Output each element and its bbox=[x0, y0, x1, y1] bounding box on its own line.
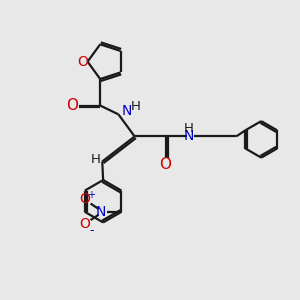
Text: O: O bbox=[160, 157, 172, 172]
Text: O: O bbox=[79, 217, 90, 231]
Text: O: O bbox=[67, 98, 79, 113]
Text: H: H bbox=[130, 100, 140, 112]
Text: O: O bbox=[77, 55, 88, 69]
Text: +: + bbox=[88, 190, 95, 200]
Text: N: N bbox=[122, 104, 133, 118]
Text: H: H bbox=[91, 153, 101, 166]
Text: N: N bbox=[184, 129, 194, 143]
Text: H: H bbox=[184, 122, 194, 135]
Text: O: O bbox=[79, 193, 90, 206]
Text: -: - bbox=[89, 224, 94, 237]
Text: N: N bbox=[96, 205, 106, 219]
